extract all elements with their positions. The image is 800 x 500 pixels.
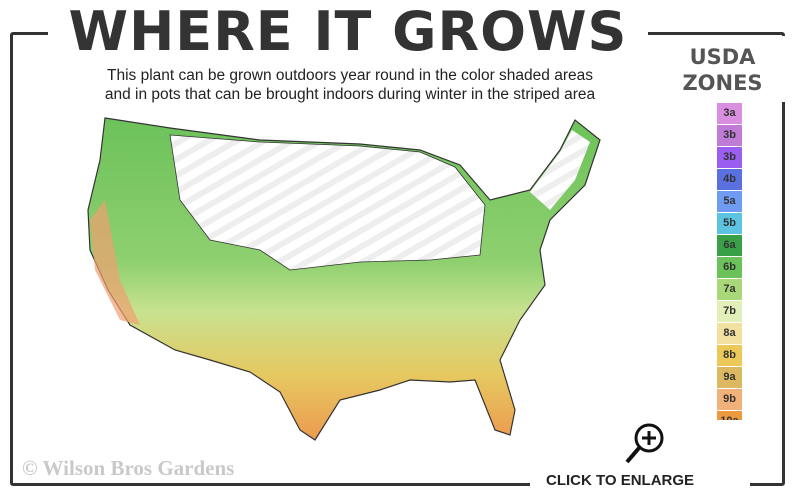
striped-area <box>169 134 486 271</box>
legend-title: USDA ZONES <box>655 36 790 102</box>
legend-zone-3b: 3b <box>717 125 742 146</box>
striped-area-northeast <box>530 130 590 210</box>
legend-zone-6b: 6b <box>717 257 742 278</box>
watermark: © Wilson Bros Gardens <box>22 456 235 480</box>
legend-zone-9b: 9b <box>717 389 742 410</box>
legend-zone-9a: 9a <box>717 367 742 388</box>
legend-zone-7a: 7a <box>717 279 742 300</box>
legend-zone-8a: 8a <box>717 323 742 344</box>
click-to-enlarge-button[interactable]: CLICK TO ENLARGE <box>530 420 750 500</box>
click-to-enlarge-label: CLICK TO ENLARGE <box>546 472 695 489</box>
legend-zone-3b: 3b <box>717 147 742 168</box>
legend-title-line-2: ZONES <box>682 71 763 95</box>
subtitle: This plant can be grown outdoors year ro… <box>50 66 650 104</box>
legend-zone-8b: 8b <box>717 345 742 366</box>
usda-zone-map[interactable] <box>60 110 620 450</box>
zone-legend: 3a3b3b4b5a5b6a6b7a7b8a8b9a9b10a10b <box>717 103 742 455</box>
page-title: WHERE IT GROWS <box>48 2 648 62</box>
legend-zone-5b: 5b <box>717 213 742 234</box>
coast-zone <box>90 200 140 325</box>
legend-zone-3a: 3a <box>717 103 742 124</box>
legend-title-line-1: USDA <box>689 45 756 69</box>
legend-zone-6a: 6a <box>717 235 742 256</box>
subtitle-line-2: and in pots that can be brought indoors … <box>104 86 596 103</box>
subtitle-line-1: This plant can be grown outdoors year ro… <box>107 67 593 84</box>
legend-zone-4b: 4b <box>717 169 742 190</box>
legend-zone-5a: 5a <box>717 191 742 212</box>
legend-zone-7b: 7b <box>717 301 742 322</box>
zoom-in-icon <box>625 423 664 464</box>
